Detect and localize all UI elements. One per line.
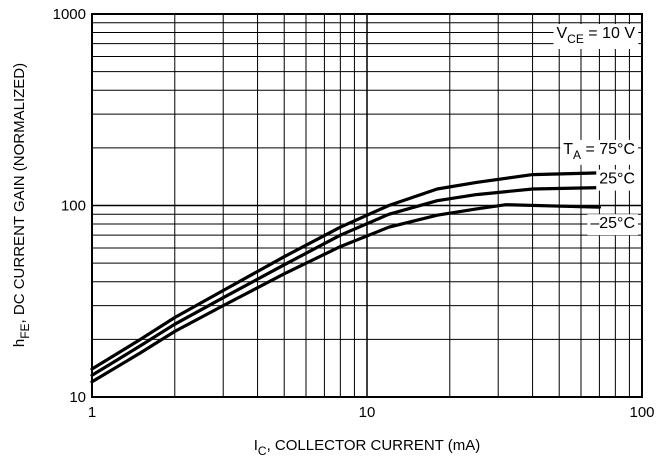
series-line-2	[90, 186, 601, 377]
plot-frame	[91, 13, 643, 398]
x-tick-label: 10	[359, 404, 376, 421]
x-axis-title: IC, COLLECTOR CURRENT (mA)	[254, 437, 480, 458]
y-axis-title: hFE, DC CURRENT GAIN (NORMALIZED)	[11, 63, 32, 347]
condition-label: VCE = 10 V	[557, 25, 636, 46]
x-tick-label: 1	[88, 404, 96, 421]
series-line-1	[90, 171, 601, 371]
series-line-3	[90, 203, 601, 384]
y-tick-label: 100	[61, 198, 86, 215]
series-labels: VCE = 10 V TA = 75°C 25°C –25°C	[553, 24, 639, 236]
series-label-2-background	[596, 169, 638, 191]
series-label-1: TA = 75°C	[563, 141, 635, 162]
y-tick-label: 1000	[53, 6, 86, 23]
series-label-1-background	[560, 139, 638, 165]
y-tick-label: 10	[69, 389, 86, 406]
series-curves	[90, 171, 601, 384]
x-tick-label: 100	[629, 404, 654, 421]
condition-label-background	[553, 24, 639, 49]
series-label-3: –25°C	[590, 215, 635, 232]
series-label-3-background	[587, 214, 638, 236]
series-label-2: 25°C	[599, 171, 635, 188]
